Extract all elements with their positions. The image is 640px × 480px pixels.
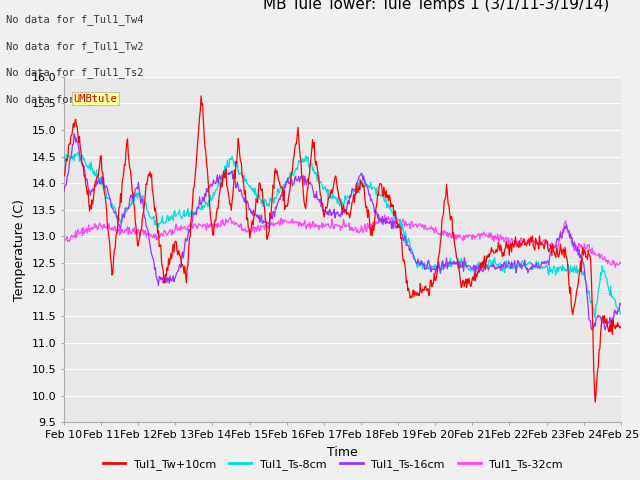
Y-axis label: Temperature (C): Temperature (C) [13, 199, 26, 300]
Text: No data for f_: No data for f_ [6, 94, 94, 105]
Text: No data for f_Tul1_Ts2: No data for f_Tul1_Ts2 [6, 67, 144, 78]
Text: MB Tule Tower: Tule Temps 1 (3/1/11-3/19/14): MB Tule Tower: Tule Temps 1 (3/1/11-3/19… [264, 0, 610, 12]
Legend: Tul1_Tw+10cm, Tul1_Ts-8cm, Tul1_Ts-16cm, Tul1_Ts-32cm: Tul1_Tw+10cm, Tul1_Ts-8cm, Tul1_Ts-16cm,… [98, 455, 568, 474]
X-axis label: Time: Time [327, 445, 358, 458]
Text: No data for f_Tul1_Tw2: No data for f_Tul1_Tw2 [6, 41, 144, 52]
Text: UMBtule: UMBtule [74, 94, 117, 104]
Text: No data for f_Tul1_Tw4: No data for f_Tul1_Tw4 [6, 14, 144, 25]
